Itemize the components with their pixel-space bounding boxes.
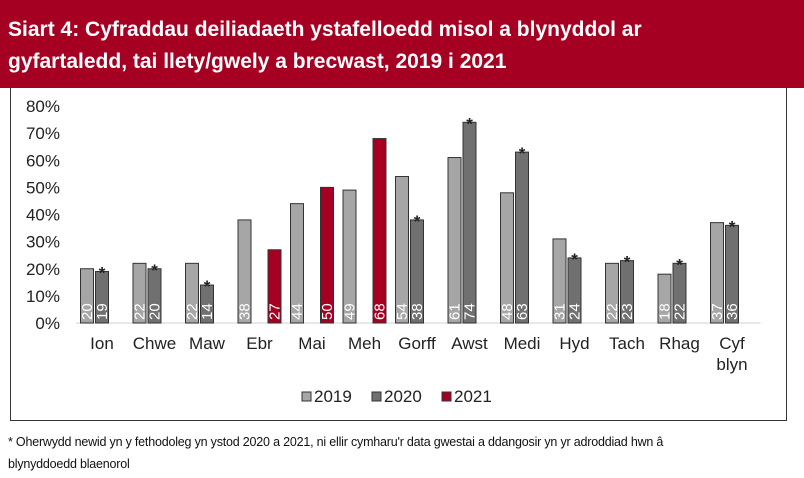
bar-2020	[515, 151, 529, 324]
y-tick-label: 0%	[35, 314, 60, 333]
bar-2020	[567, 257, 582, 324]
x-tick-label: Mai	[298, 334, 325, 353]
bar-2021	[320, 186, 334, 324]
legend-label: 2021	[454, 387, 492, 406]
data-label: 22	[672, 303, 689, 320]
data-label: 49	[342, 303, 359, 320]
x-tick-label: Gorff	[398, 334, 436, 353]
data-label: 22	[132, 303, 149, 320]
data-label: 38	[237, 303, 254, 320]
data-label: 68	[372, 303, 389, 320]
data-label: 50	[319, 303, 336, 320]
bar-2019	[80, 268, 94, 324]
chart-title: Siart 4: Cyfraddau deiliadaeth ystafello…	[0, 0, 804, 88]
bar-2020	[620, 260, 634, 324]
x-tick-label: Rhag	[659, 334, 700, 353]
footnote-line: blynyddoedd blaenorol	[8, 457, 130, 471]
data-label: 22	[604, 303, 621, 320]
asterisk-mark: *	[676, 255, 683, 274]
bar-2019	[552, 238, 567, 324]
bar-2020	[462, 121, 477, 324]
bar-2019	[132, 262, 147, 324]
bar-2020	[95, 270, 109, 324]
y-tick-label: 20%	[26, 260, 60, 279]
bar-2021	[267, 249, 282, 324]
x-tick-label: Meh	[348, 334, 381, 353]
data-label: 74	[462, 303, 479, 320]
data-label: 18	[657, 303, 674, 320]
data-label: 20	[79, 303, 96, 320]
footnote-line: * Oherwydd newid yn y fethodoleg yn ysto…	[8, 435, 664, 449]
bar-2020	[147, 268, 162, 324]
bar-2019	[447, 157, 462, 324]
bar-2019	[237, 219, 252, 324]
data-label: 37	[709, 303, 726, 320]
bar-2021	[372, 138, 387, 324]
y-tick-label: 30%	[26, 233, 60, 252]
bar-2019	[500, 192, 514, 324]
legend-label: 2020	[384, 387, 422, 406]
x-tick-label: Chwe	[133, 334, 176, 353]
data-label: 48	[499, 303, 516, 320]
data-label: 27	[267, 303, 284, 320]
x-tick-label: Tach	[609, 334, 645, 353]
bar-chart: 0%10%20%30%40%50%60%70%80%2019*Ion2220*C…	[26, 97, 761, 406]
bar-2020	[725, 224, 739, 324]
asterisk-mark: *	[729, 217, 736, 236]
data-label: 14	[199, 303, 216, 320]
data-label: 23	[619, 303, 636, 320]
asterisk-mark: *	[571, 250, 578, 269]
data-label: 31	[552, 303, 569, 320]
y-tick-label: 40%	[26, 206, 60, 225]
x-tick-label: Maw	[189, 334, 226, 353]
x-tick-label: Ebr	[246, 334, 273, 353]
bar-2019	[710, 222, 724, 324]
data-label: 20	[147, 303, 164, 320]
asterisk-mark: *	[624, 253, 631, 272]
data-label: 19	[94, 303, 111, 320]
asterisk-mark: *	[99, 263, 106, 282]
data-label: 24	[567, 303, 584, 320]
bar-2019	[342, 189, 357, 324]
chart-title-line: gyfartaledd, tai llety/gwely a brecwast,…	[8, 50, 507, 73]
chart-title-line: Siart 4: Cyfraddau deiliadaeth ystafello…	[8, 18, 642, 41]
data-label: 44	[289, 303, 306, 320]
asterisk-mark: *	[151, 261, 158, 280]
data-label: 38	[409, 303, 426, 320]
data-label: 61	[447, 303, 464, 320]
bar-2020	[200, 284, 214, 324]
footnote: * Oherwydd newid yn y fethodoleg yn ysto…	[8, 431, 798, 475]
data-label: 63	[514, 303, 531, 320]
y-tick-label: 70%	[26, 124, 60, 143]
data-label: 22	[184, 303, 201, 320]
asterisk-mark: *	[204, 277, 211, 296]
chart-frame	[10, 88, 787, 421]
bar-2020	[672, 262, 687, 324]
bar-2019	[395, 176, 409, 324]
data-label: 54	[394, 303, 411, 320]
bar-2019	[185, 262, 199, 324]
asterisk-mark: *	[414, 212, 421, 231]
x-tick-label: Cyf	[719, 334, 745, 353]
asterisk-mark: *	[519, 144, 526, 163]
bar-2019	[290, 203, 304, 324]
x-tick-label: blyn	[716, 355, 747, 374]
data-label: 36	[724, 303, 741, 320]
bar-2019	[605, 262, 619, 324]
legend-swatch-2021	[441, 391, 452, 402]
x-tick-label: Medi	[504, 334, 541, 353]
legend-swatch-2020	[371, 391, 382, 402]
bar-2019	[657, 273, 672, 324]
y-tick-label: 50%	[26, 178, 60, 197]
x-tick-label: Awst	[451, 334, 488, 353]
legend-swatch-2019	[301, 391, 312, 402]
bar-2020	[410, 219, 424, 324]
legend-label: 2019	[314, 387, 352, 406]
asterisk-mark: *	[466, 114, 473, 133]
x-tick-label: Ion	[90, 334, 114, 353]
y-tick-label: 80%	[26, 97, 60, 116]
y-tick-label: 10%	[26, 287, 60, 306]
x-tick-label: Hyd	[559, 334, 589, 353]
y-tick-label: 60%	[26, 151, 60, 170]
